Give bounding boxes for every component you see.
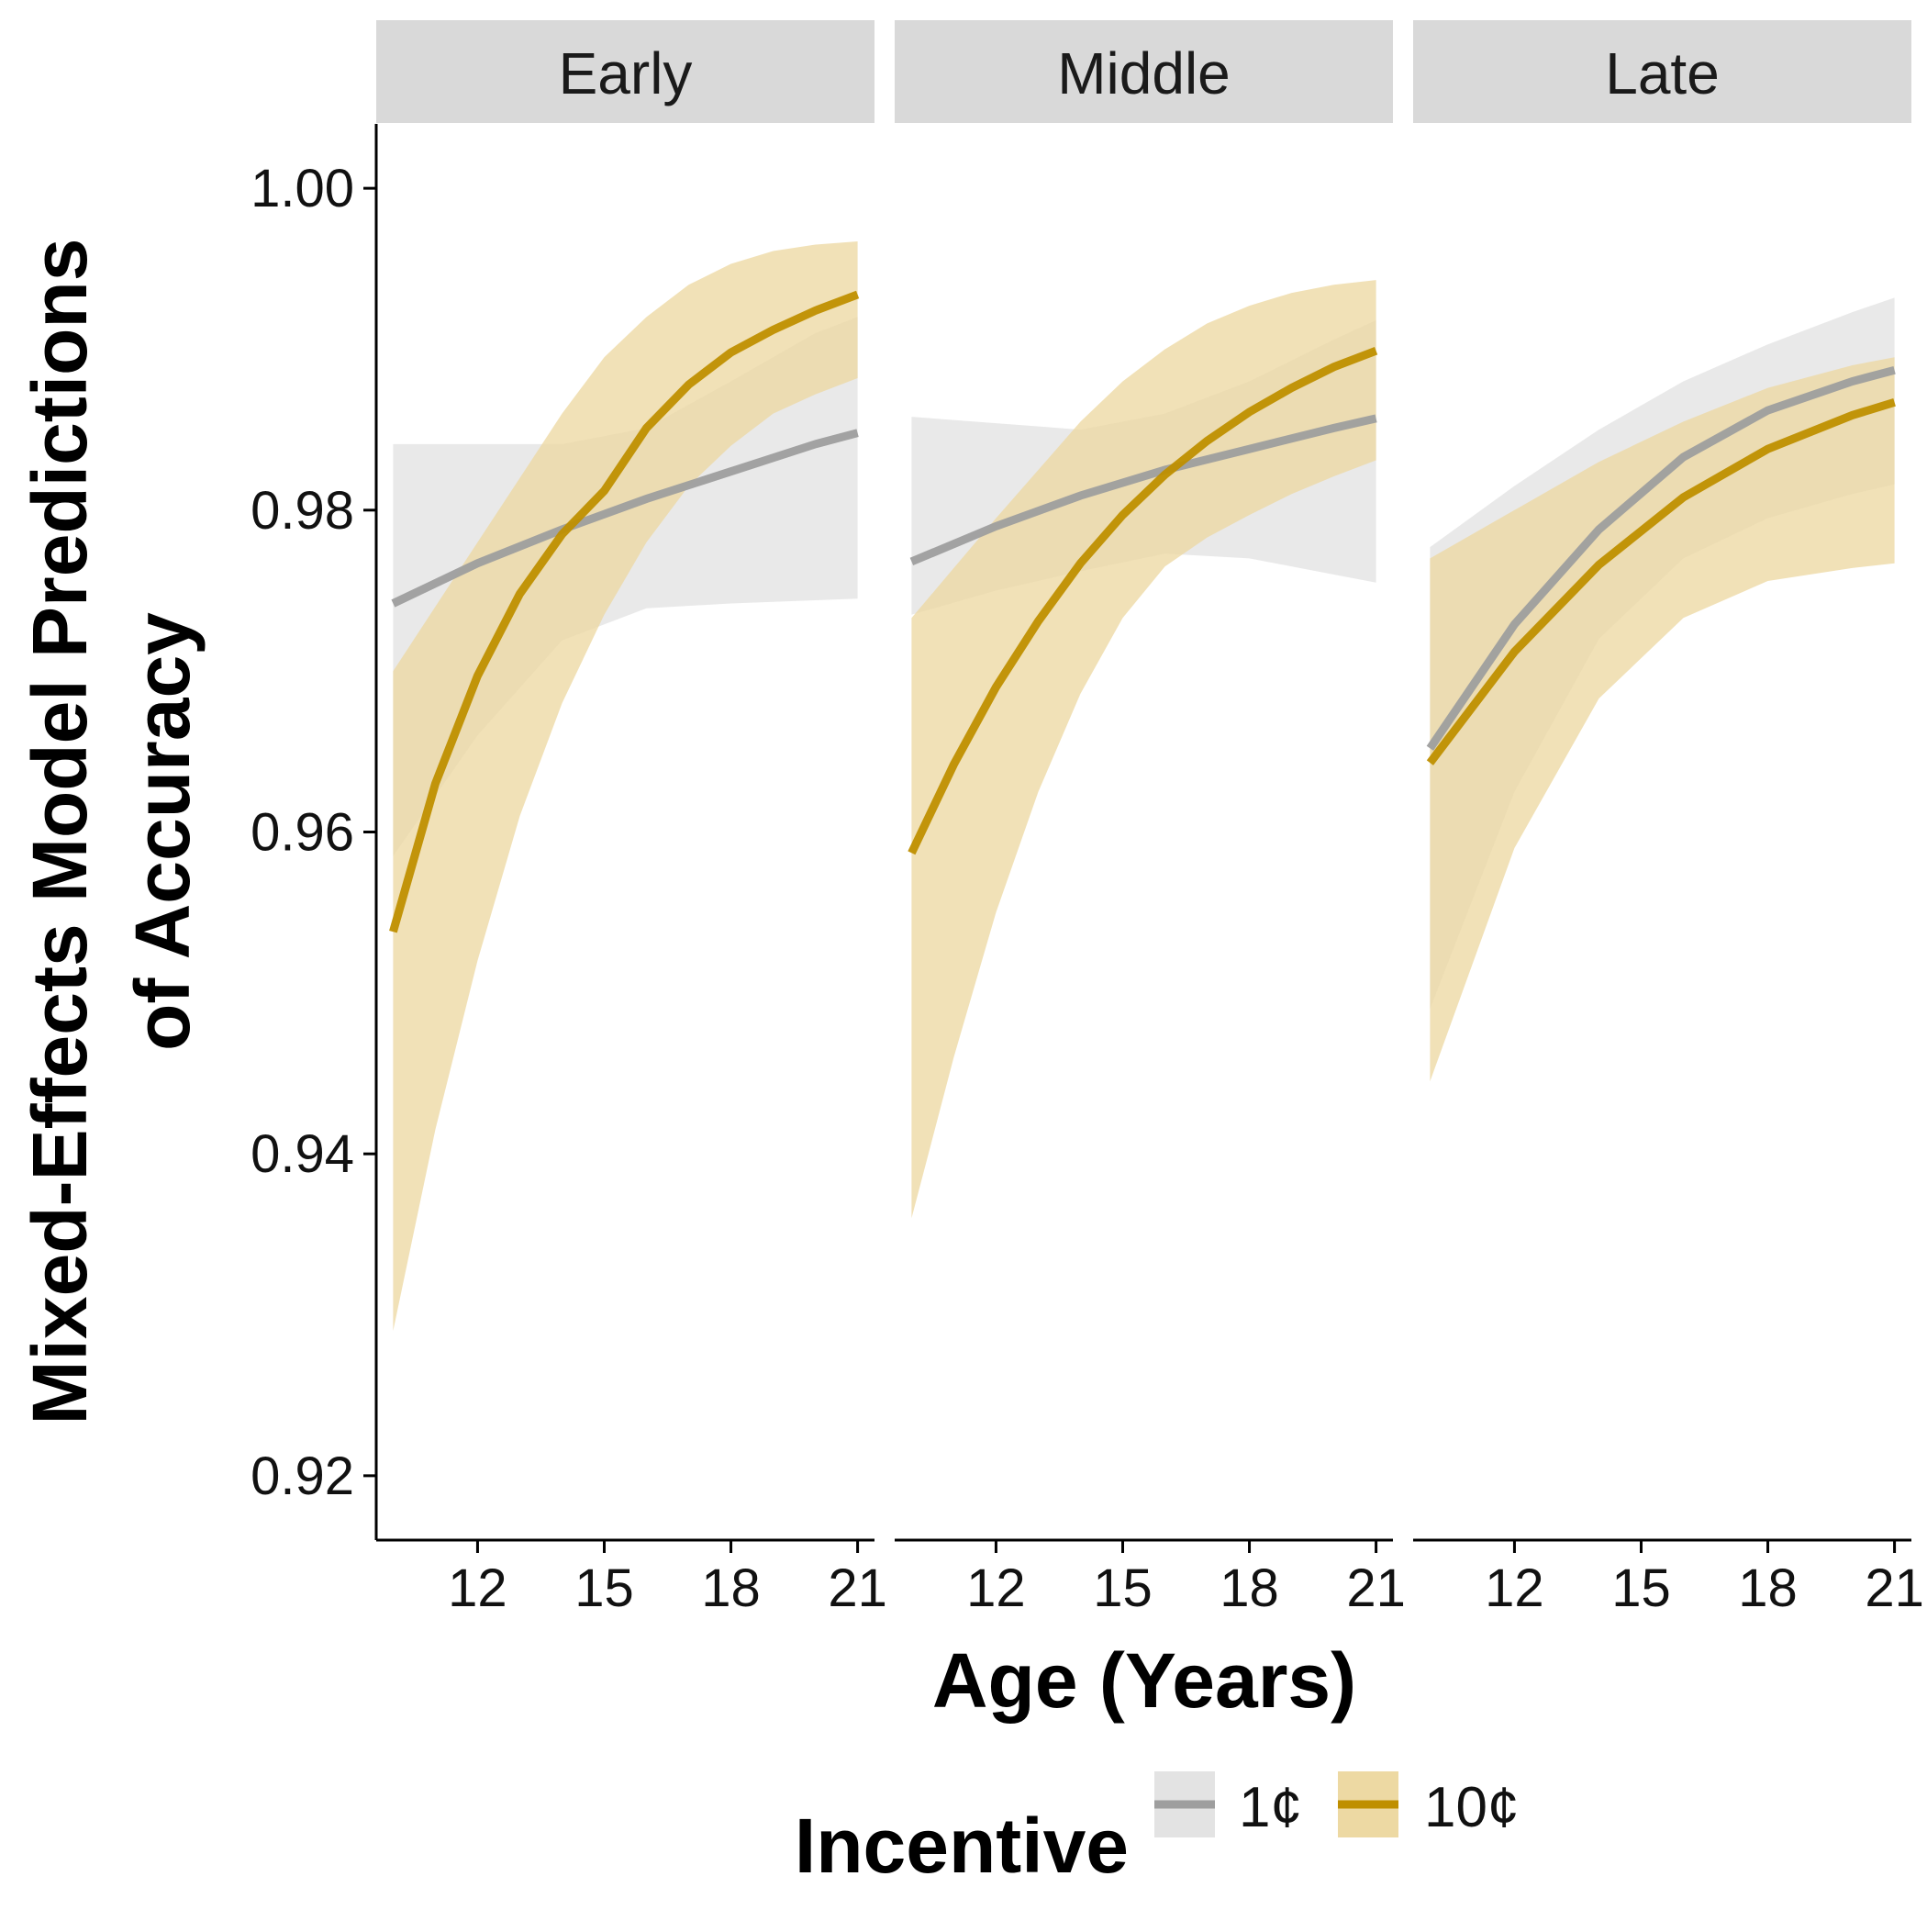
x-tick-label-middle-21: 21: [1346, 1558, 1406, 1618]
panel-early: Early: [376, 20, 874, 1332]
panels-group: Early Middle Late: [376, 20, 1911, 1332]
series-line-late-1c: [1426, 365, 1896, 751]
x-tick-label-late-21: 21: [1865, 1558, 1924, 1618]
facet-strip-early: [376, 20, 874, 123]
x-tick-label-late-18: 18: [1738, 1558, 1798, 1618]
panel-late: Late: [1413, 20, 1911, 1082]
legend-label-1c: 1¢: [1239, 1776, 1302, 1839]
facet-label-middle: Middle: [1057, 40, 1231, 106]
y-tick-label-1.00: 1.00: [251, 159, 354, 218]
axes-group: 12 15 18 21 12 15 18 21 12 15 18 21 0.92 0.94 0.96 0.98…: [251, 124, 1924, 1618]
series-line-early-10c: [389, 290, 860, 933]
series-line-early-1c: [391, 429, 859, 608]
y-axis-title-line-2: of Accuracy: [119, 612, 206, 1051]
x-tick-label-early-21: 21: [828, 1558, 887, 1618]
x-tick-label-middle-18: 18: [1220, 1558, 1279, 1618]
confidence-band-early-1c: [393, 317, 858, 856]
panel-middle: Middle: [895, 20, 1393, 1219]
x-tick-label-late-15: 15: [1611, 1558, 1671, 1618]
series-line-middle-10c: [908, 346, 1378, 855]
legend: Incentive 1¢ 10¢: [795, 1771, 1519, 1889]
confidence-band-early-10c: [393, 241, 858, 1332]
facet-label-late: Late: [1605, 40, 1720, 106]
facet-strip-late: [1413, 20, 1911, 123]
axis-titles-group: Age (Years) Mixed-Effects Model Predictio…: [17, 239, 1356, 1724]
x-tick-label-early-15: 15: [574, 1558, 634, 1618]
x-tick-label-late-12: 12: [1485, 1558, 1544, 1618]
x-tick-label-middle-12: 12: [966, 1558, 1026, 1618]
facet-label-early: Early: [559, 40, 693, 106]
legend-title: Incentive: [795, 1803, 1129, 1889]
x-tick-label-early-12: 12: [448, 1558, 507, 1618]
facet-strip-middle: [895, 20, 1393, 123]
y-tick-label-0.98: 0.98: [251, 481, 354, 541]
series-line-late-10c: [1426, 397, 1896, 765]
y-axis-title-line-1: Mixed-Effects Model Predictions: [17, 239, 103, 1425]
legend-label-10c: 10¢: [1424, 1776, 1519, 1839]
confidence-band-middle-10c: [911, 280, 1376, 1219]
x-tick-label-early-18: 18: [701, 1558, 761, 1618]
y-tick-label-0.92: 0.92: [251, 1446, 354, 1506]
x-axis-title: Age (Years): [932, 1637, 1356, 1724]
y-tick-label-0.96: 0.96: [251, 803, 354, 863]
confidence-band-late-10c: [1430, 357, 1895, 1082]
y-tick-label-0.94: 0.94: [251, 1124, 354, 1184]
x-tick-label-middle-15: 15: [1093, 1558, 1153, 1618]
